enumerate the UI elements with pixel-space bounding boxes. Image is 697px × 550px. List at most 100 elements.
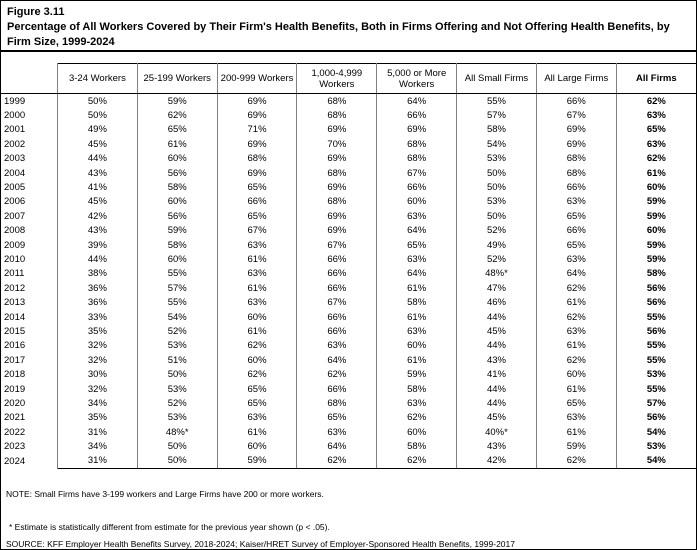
year-cell: 2020 bbox=[1, 396, 58, 411]
value-cell: 61% bbox=[535, 338, 617, 354]
value-cell: 66% bbox=[376, 180, 458, 195]
table-header: 3-24 Workers 25-199 Workers 200-999 Worker… bbox=[1, 63, 696, 94]
value-cell: 48%* bbox=[456, 266, 537, 282]
value-cell: 64% bbox=[376, 93, 458, 109]
value-cell: 53% bbox=[456, 194, 537, 210]
value-cell: 50% bbox=[136, 453, 218, 470]
note-text: NOTE: Small Firms have 3-199 workers and… bbox=[6, 489, 324, 500]
value-cell: 59% bbox=[136, 223, 218, 238]
value-cell: 69% bbox=[216, 93, 298, 109]
value-cell: 58% bbox=[615, 266, 696, 282]
value-cell: 58% bbox=[136, 180, 218, 195]
value-cell: 60% bbox=[216, 439, 298, 454]
value-cell: 68% bbox=[376, 151, 458, 166]
value-cell: 62% bbox=[376, 453, 458, 470]
value-cell: 54% bbox=[456, 137, 537, 152]
value-cell: 63% bbox=[535, 410, 617, 425]
value-cell: 32% bbox=[57, 353, 138, 368]
value-cell: 60% bbox=[136, 151, 218, 166]
value-cell: 60% bbox=[216, 353, 298, 368]
value-cell: 54% bbox=[615, 453, 696, 470]
value-cell: 59% bbox=[615, 194, 696, 210]
value-cell: 32% bbox=[57, 338, 138, 354]
table-row: 1999 50% 59% 69% 68% 64% 55% 66% 62% bbox=[1, 93, 696, 109]
column-header: 200-999 Workers bbox=[216, 63, 298, 94]
value-cell: 69% bbox=[296, 209, 378, 224]
value-cell: 61% bbox=[376, 309, 458, 325]
value-cell: 70% bbox=[296, 137, 378, 152]
table-row: 2006 45% 60% 66% 68% 60% 53% 63% 59% bbox=[1, 194, 696, 210]
value-cell: 54% bbox=[136, 309, 218, 325]
table-row: 2010 44% 60% 61% 66% 63% 52% 63% 59% bbox=[1, 252, 696, 267]
value-cell: 62% bbox=[615, 151, 696, 166]
value-cell: 50% bbox=[136, 367, 218, 382]
value-cell: 50% bbox=[456, 209, 537, 224]
value-cell: 57% bbox=[456, 108, 537, 123]
value-cell: 60% bbox=[376, 194, 458, 210]
value-cell: 31% bbox=[57, 453, 138, 470]
value-cell: 63% bbox=[376, 396, 458, 411]
year-cell: 2004 bbox=[1, 165, 58, 181]
value-cell: 66% bbox=[216, 194, 298, 210]
value-cell: 65% bbox=[535, 396, 617, 411]
value-cell: 68% bbox=[535, 151, 617, 166]
value-cell: 55% bbox=[136, 266, 218, 282]
year-cell: 2007 bbox=[1, 209, 58, 224]
value-cell: 65% bbox=[535, 237, 617, 253]
table-row: 2020 34% 52% 65% 68% 63% 44% 65% 57% bbox=[1, 396, 696, 411]
value-cell: 53% bbox=[615, 367, 696, 382]
table-row: 2014 33% 54% 60% 66% 61% 44% 62% 55% bbox=[1, 309, 696, 325]
table-row: 2022 31% 48%* 61% 63% 60% 40%* 61% 54% bbox=[1, 424, 696, 440]
value-cell: 36% bbox=[57, 295, 138, 310]
column-header: All Small Firms bbox=[456, 63, 537, 94]
value-cell: 65% bbox=[136, 122, 218, 138]
value-cell: 65% bbox=[296, 410, 378, 425]
value-cell: 50% bbox=[456, 180, 537, 195]
value-cell: 61% bbox=[216, 424, 298, 440]
value-cell: 43% bbox=[456, 439, 537, 454]
value-cell: 69% bbox=[296, 122, 378, 138]
value-cell: 62% bbox=[535, 281, 617, 296]
value-cell: 68% bbox=[296, 396, 378, 411]
value-cell: 56% bbox=[136, 165, 218, 181]
value-cell: 63% bbox=[216, 237, 298, 253]
value-cell: 61% bbox=[535, 424, 617, 440]
value-cell: 65% bbox=[376, 237, 458, 253]
year-cell: 2001 bbox=[1, 122, 58, 138]
value-cell: 42% bbox=[57, 209, 138, 224]
value-cell: 45% bbox=[57, 194, 138, 210]
value-cell: 68% bbox=[296, 165, 378, 181]
value-cell: 59% bbox=[136, 93, 218, 109]
column-header: All Large Firms bbox=[535, 63, 617, 94]
value-cell: 45% bbox=[456, 410, 537, 425]
value-cell: 57% bbox=[615, 396, 696, 411]
figure-header: Figure 3.11 Percentage of All Workers Co… bbox=[1, 1, 696, 52]
value-cell: 60% bbox=[615, 180, 696, 195]
value-cell: 66% bbox=[535, 223, 617, 238]
value-cell: 67% bbox=[216, 223, 298, 238]
value-cell: 59% bbox=[535, 439, 617, 454]
value-cell: 44% bbox=[57, 151, 138, 166]
value-cell: 61% bbox=[535, 295, 617, 310]
value-cell: 30% bbox=[57, 367, 138, 382]
value-cell: 68% bbox=[296, 194, 378, 210]
value-cell: 68% bbox=[216, 151, 298, 166]
year-cell: 2009 bbox=[1, 237, 58, 253]
year-cell: 2003 bbox=[1, 151, 58, 166]
value-cell: 63% bbox=[615, 108, 696, 123]
value-cell: 69% bbox=[296, 151, 378, 166]
table-row: 2018 30% 50% 62% 62% 59% 41% 60% 53% bbox=[1, 367, 696, 382]
value-cell: 65% bbox=[216, 396, 298, 411]
value-cell: 55% bbox=[615, 309, 696, 325]
value-cell: 59% bbox=[376, 367, 458, 382]
value-cell: 61% bbox=[535, 381, 617, 397]
value-cell: 34% bbox=[57, 396, 138, 411]
value-cell: 33% bbox=[57, 309, 138, 325]
value-cell: 50% bbox=[456, 165, 537, 181]
value-cell: 44% bbox=[456, 381, 537, 397]
value-cell: 64% bbox=[296, 439, 378, 454]
value-cell: 62% bbox=[216, 338, 298, 354]
value-cell: 32% bbox=[57, 381, 138, 397]
value-cell: 62% bbox=[376, 410, 458, 425]
value-cell: 63% bbox=[216, 295, 298, 310]
